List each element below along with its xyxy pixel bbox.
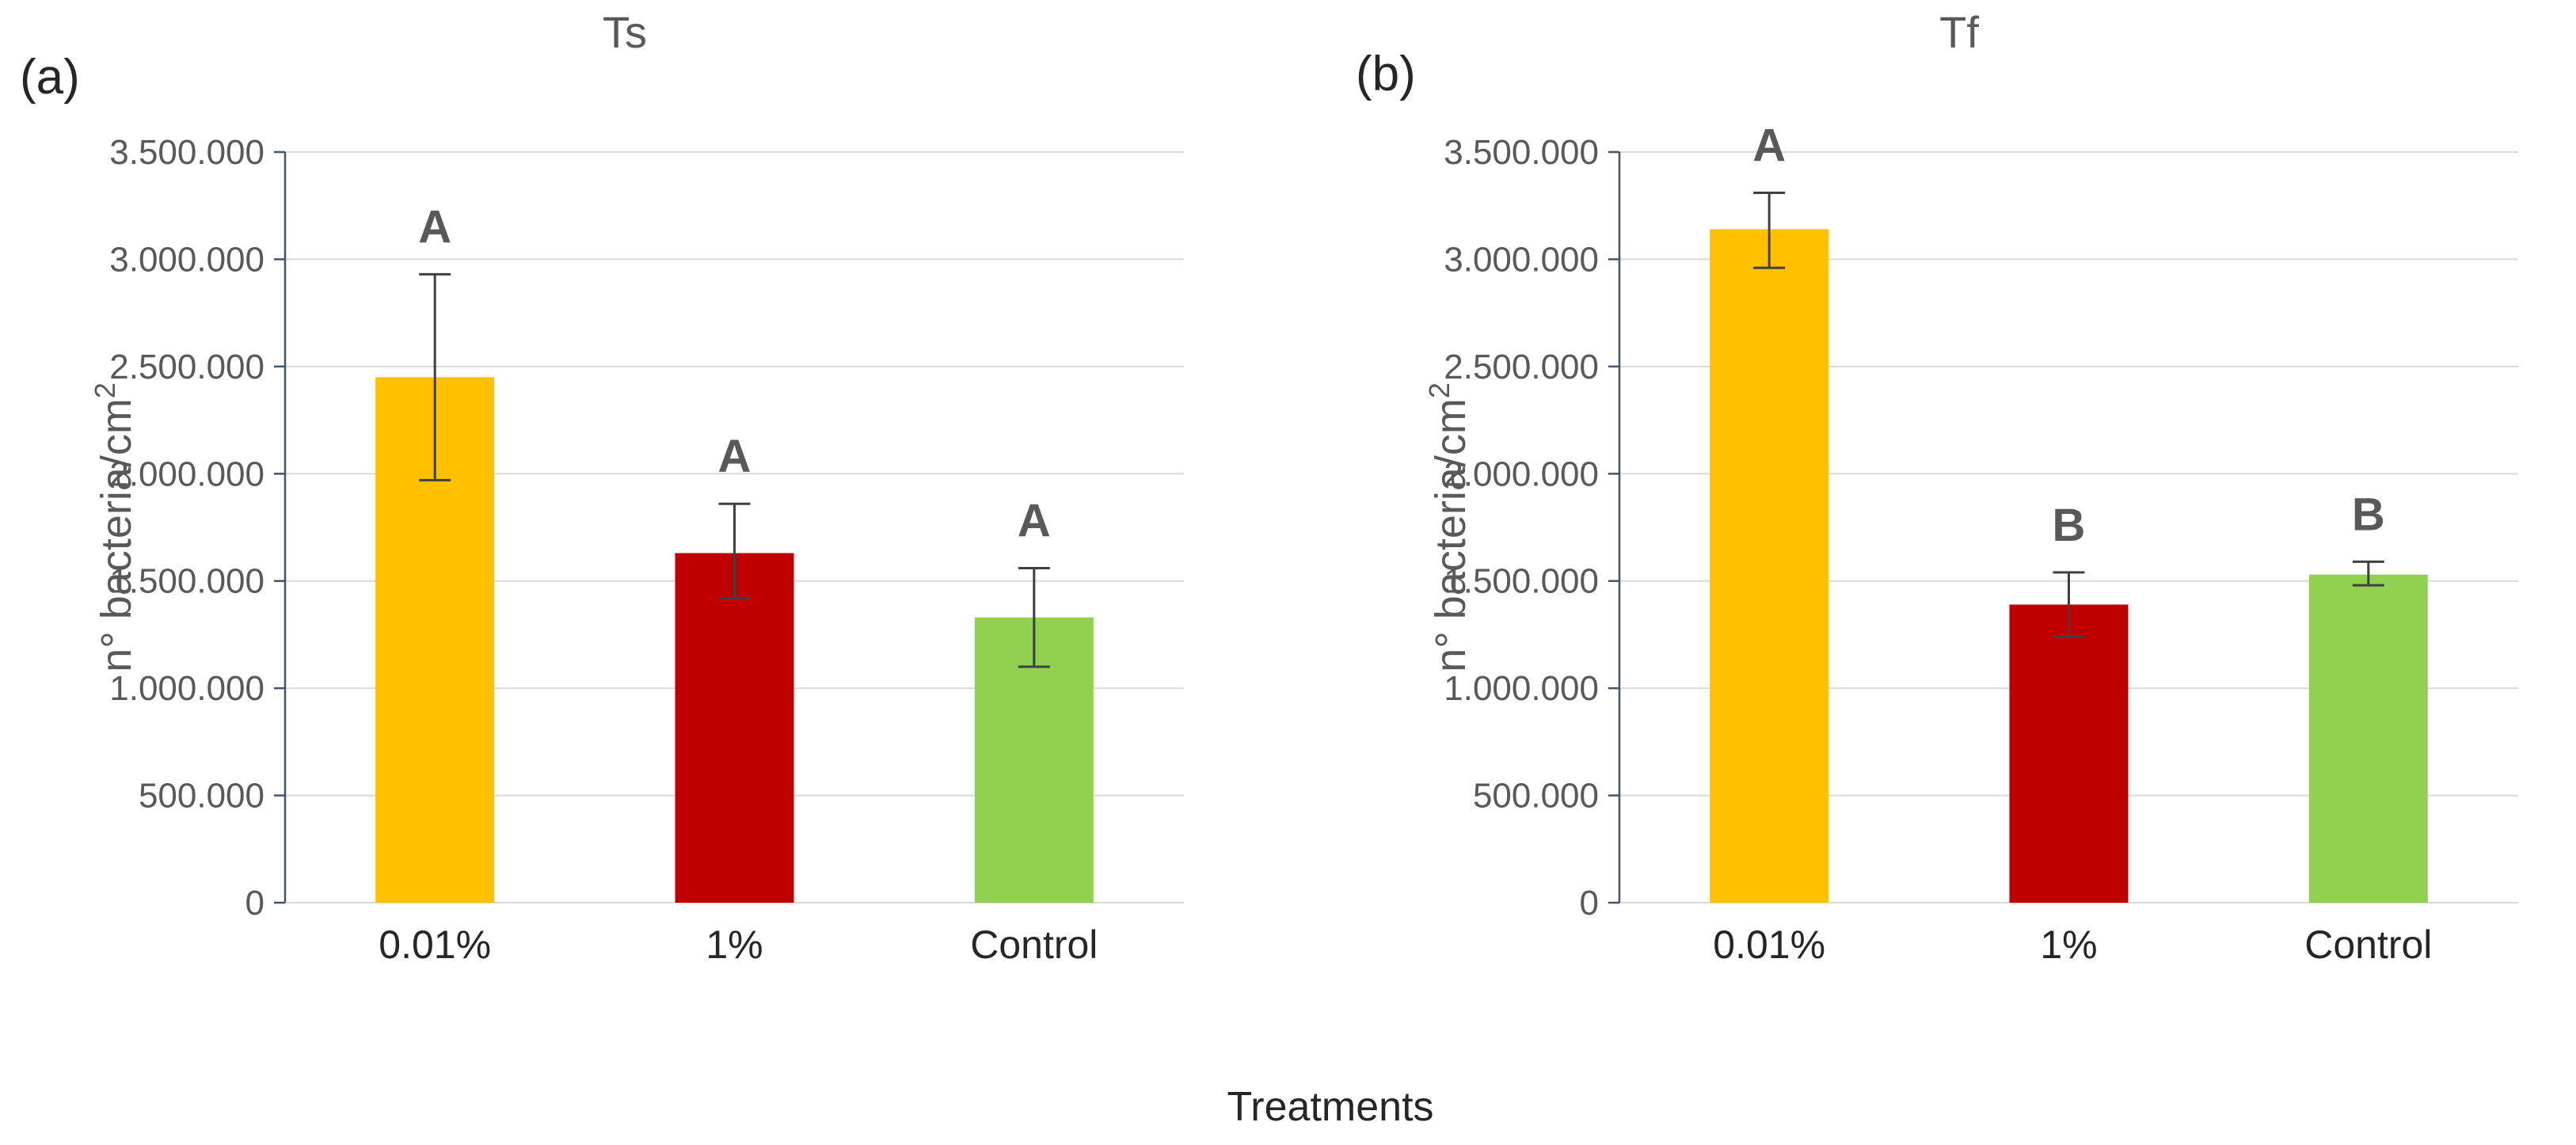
y-axis-title: n° bacteria/cm2 xyxy=(1423,382,1474,672)
y-axis-title: n° bacteria/cm2 xyxy=(89,382,140,672)
chart-ts: 0 500.000 1.000.000 1.500.000 2.000.000 2.500… xyxy=(89,133,1184,967)
significance-letter: B xyxy=(2053,500,2086,551)
y-tick-label: 1.500.000 xyxy=(1444,562,1599,601)
y-tick-label: 0 xyxy=(245,884,264,922)
x-tick-label: Control xyxy=(2304,922,2432,967)
x-tick-label: Control xyxy=(970,922,1098,967)
y-tick-label: 2.000.000 xyxy=(109,455,264,493)
panel-b-corner-label: (b) xyxy=(1356,47,1416,101)
x-tick-label: 1% xyxy=(2040,922,2097,967)
panel-a: Ts 0 500.000 1.000.000 1.500.000 2.000.000 2.… xyxy=(12,0,1238,1037)
y-tick-label: 3.500.000 xyxy=(1444,133,1599,172)
shared-x-axis-label: Treatments xyxy=(1227,1084,1434,1130)
chart-tf: 0 500.000 1.000.000 1.500.000 2.000.000 2.500… xyxy=(1423,120,2518,967)
significance-letter: A xyxy=(1752,120,1786,171)
y-tick-label: 1.000.000 xyxy=(1444,669,1599,708)
panel-b: Tf 0 500.000 1.000.000 1.500.000 2.000.000 2.… xyxy=(1346,0,2572,1037)
y-tick-label: 2.500.000 xyxy=(1444,348,1599,386)
bar-tf-1% xyxy=(2009,604,2129,903)
panel-a-corner-label: (a) xyxy=(20,50,80,105)
bar-tf-Control xyxy=(2308,574,2428,903)
significance-letter: A xyxy=(418,201,451,253)
y-tick-label: 1.500.000 xyxy=(109,562,264,601)
panel-a-title: Ts xyxy=(603,7,647,57)
y-tick-label: 500.000 xyxy=(1473,777,1599,816)
bar-tf-0.01% xyxy=(1710,229,1829,903)
y-tick-label: 3.500.000 xyxy=(109,133,264,172)
y-tick-label: 1.000.000 xyxy=(109,669,264,708)
significance-letter: A xyxy=(718,431,751,482)
panel-b-title: Tf xyxy=(1939,7,1979,57)
significance-letter: B xyxy=(2352,489,2385,540)
y-tick-label: 500.000 xyxy=(139,777,264,816)
y-tick-label: 0 xyxy=(1580,884,1599,922)
y-tick-label: 3.000.000 xyxy=(1444,240,1599,279)
x-tick-label: 1% xyxy=(706,922,763,967)
x-tick-label: 0.01% xyxy=(1713,922,1825,967)
significance-letter: A xyxy=(1018,495,1051,546)
y-tick-label: 2.500.000 xyxy=(109,348,264,386)
y-tick-label: 2.000.000 xyxy=(1444,455,1599,493)
y-tick-label: 3.000.000 xyxy=(109,240,264,279)
x-tick-label: 0.01% xyxy=(379,922,491,967)
bar-ts-1% xyxy=(675,553,794,903)
